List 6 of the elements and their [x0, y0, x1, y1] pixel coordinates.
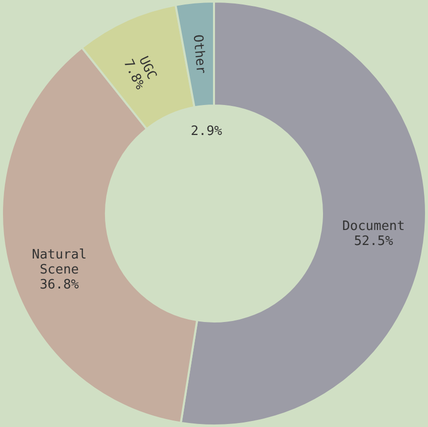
- data-label: 36.8%: [40, 277, 80, 292]
- slice-label: Other: [190, 34, 208, 75]
- data-label: 52.5%: [354, 234, 394, 250]
- slice-label: Natural Scene: [32, 247, 87, 278]
- data-label: 2.9%: [190, 124, 222, 139]
- slice-label: Document: [342, 219, 405, 234]
